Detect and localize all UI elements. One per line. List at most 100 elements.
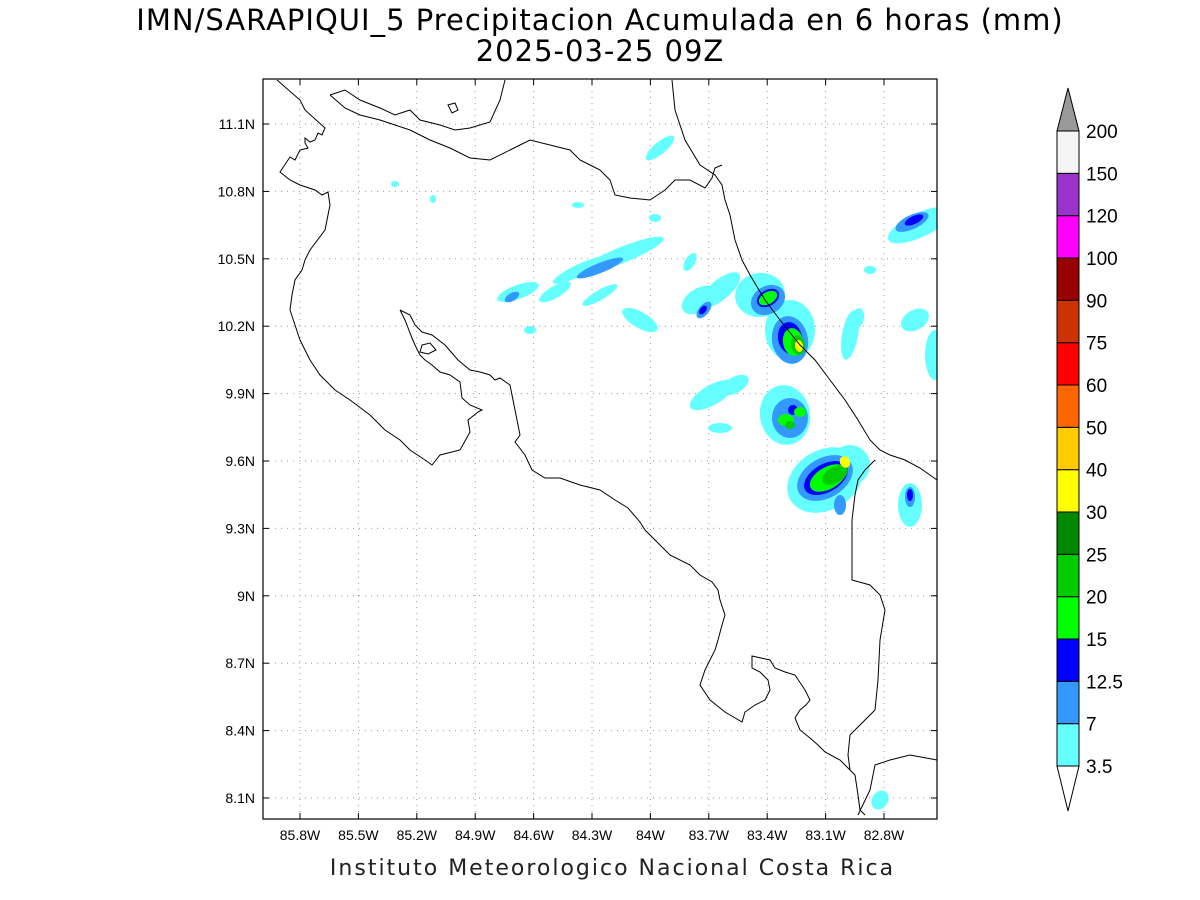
colorbar-label: 15 [1086, 630, 1107, 651]
colorbar-under-arrow [1056, 765, 1080, 812]
lat-tick-label: 9.9N [225, 386, 255, 402]
precip-cell-light [683, 252, 697, 272]
colorbar-label: 150 [1086, 164, 1118, 185]
colorbar-swatch [1056, 299, 1080, 344]
precip-cell-strong [907, 489, 913, 501]
precip-cell-light [851, 308, 865, 328]
colorbar-label: 90 [1086, 291, 1107, 312]
lon-tick-label: 85.8W [280, 827, 321, 843]
map-datetime: 2025-03-25 09Z [475, 34, 725, 68]
precip-cell-light [497, 282, 539, 302]
coastline-nicoya-inner [399, 309, 866, 816]
lon-tick-label: 82.8W [864, 827, 905, 843]
precip-cell-green-dark [822, 465, 848, 485]
precip-cell-light [864, 266, 876, 274]
precip-cell-light [649, 214, 661, 222]
precip-cell-green [794, 407, 806, 417]
precip-cell-light [871, 790, 889, 810]
lon-tick-label: 83.4W [747, 827, 788, 843]
colorbar-swatch [1056, 384, 1080, 428]
colorbar-swatch [1056, 596, 1080, 640]
precip-cell-medium [504, 291, 520, 303]
precip-cell-medium [576, 257, 624, 279]
precip-cell-light [430, 195, 436, 203]
lat-tick-label: 10.5N [218, 251, 255, 267]
colorbar-label: 20 [1086, 588, 1107, 609]
colorbar-swatch [1056, 553, 1080, 598]
coastline-burica [857, 754, 937, 816]
lon-tick-label: 83.1W [805, 827, 846, 843]
lon-tick-labels: 85.8W 85.5W 85.2W 84.9W 84.6W 84.3W 84W 83.7W 83… [280, 827, 905, 843]
lon-tick-label: 83.7W [689, 827, 730, 843]
colorbar-label: 30 [1086, 503, 1107, 524]
colorbar-label: 40 [1086, 461, 1107, 482]
coastline-north-shore [329, 79, 506, 131]
colorbar-swatch [1056, 257, 1080, 301]
lat-tick-label: 11.1N [219, 116, 255, 132]
map-title: IMN/SARAPIQUI_5 Precipitacion Acumulada … [136, 3, 1064, 37]
plot-frame [262, 78, 938, 820]
colorbar-label: 12.5 [1086, 672, 1123, 693]
colorbar-label: 7 [1086, 715, 1097, 736]
colorbar-label: 100 [1086, 249, 1118, 270]
colorbar-label: 25 [1086, 545, 1107, 566]
border-panama [847, 459, 886, 771]
precip-cell-light [524, 326, 536, 334]
precip-cell-light [572, 202, 584, 208]
lon-tick-label: 84.6W [513, 827, 554, 843]
colorbar-label: 50 [1086, 418, 1107, 439]
precip-cell-light [622, 307, 658, 333]
precip-cell-strong [904, 214, 924, 226]
colorbar-over-arrow [1056, 87, 1080, 132]
coastline-lake-nicaragua [329, 94, 723, 201]
colorbar: 3.5 7 12.5 15 20 25 30 40 50 60 75 90 100 120 150 200 [1056, 87, 1123, 812]
precip-cell-strong [699, 305, 707, 315]
lat-tick-label: 10.2N [218, 318, 255, 334]
lon-tick-label: 84W [636, 827, 666, 843]
lat-tick-label: 8.4N [225, 723, 255, 739]
colorbar-swatch [1056, 342, 1080, 386]
precipitation-field [391, 135, 937, 810]
coastline-north [276, 79, 484, 466]
colorbar-swatch [1056, 723, 1080, 767]
colorbar-swatch [1056, 469, 1080, 513]
precip-cell-light [391, 181, 399, 187]
precip-cell-light [721, 374, 749, 396]
precip-cell-green-dark [785, 421, 795, 429]
colorbar-label: 3.5 [1086, 757, 1112, 778]
lat-tick-label: 8.1N [225, 790, 255, 806]
colorbar-swatch [1056, 130, 1080, 174]
lon-tick-label: 85.2W [397, 827, 438, 843]
precip-cell-light [901, 308, 929, 332]
precip-cell-medium [834, 495, 846, 515]
precip-cell-yellow [839, 456, 851, 468]
footer-credit: Instituto Meteorologico Nacional Costa R… [329, 856, 896, 881]
lat-tick-label: 9.3N [225, 520, 255, 536]
colorbar-swatch [1056, 215, 1080, 259]
lat-tick-labels: 11.1N 10.8N 10.5N 10.2N 9.9N 9.6N 9.3N 9N 8.7N 8.… [218, 116, 255, 806]
colorbar-label: 75 [1086, 334, 1107, 355]
colorbar-swatch [1056, 511, 1080, 555]
colorbar-swatch [1056, 680, 1080, 725]
precip-cell-yellow [794, 340, 804, 352]
colorbar-label: 120 [1086, 207, 1118, 228]
lon-tick-label: 84.3W [572, 827, 613, 843]
lat-tick-label: 9N [237, 588, 255, 604]
colorbar-swatch [1056, 638, 1080, 682]
lat-tick-label: 9.6N [225, 453, 255, 469]
island-nicaragua-lake [447, 102, 459, 114]
lat-tick-label: 8.7N [225, 655, 255, 671]
precip-cell-light [925, 330, 937, 380]
precip-cell-light [582, 284, 618, 306]
island-nicoya [419, 342, 437, 355]
colorbar-label: 60 [1086, 376, 1107, 397]
lon-tick-label: 84.9W [455, 827, 496, 843]
colorbar-swatch [1056, 172, 1080, 217]
coastline-caribbean [671, 79, 937, 481]
precip-cell-green [758, 290, 778, 306]
colorbar-label: 200 [1086, 122, 1118, 143]
colorbar-swatch [1056, 426, 1080, 471]
lat-tick-label: 10.8N [218, 183, 255, 199]
coastlines [276, 79, 937, 816]
